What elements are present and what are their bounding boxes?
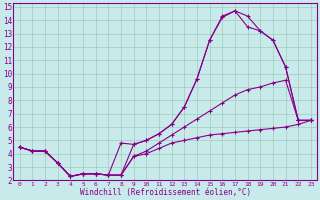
- X-axis label: Windchill (Refroidissement éolien,°C): Windchill (Refroidissement éolien,°C): [80, 188, 251, 197]
